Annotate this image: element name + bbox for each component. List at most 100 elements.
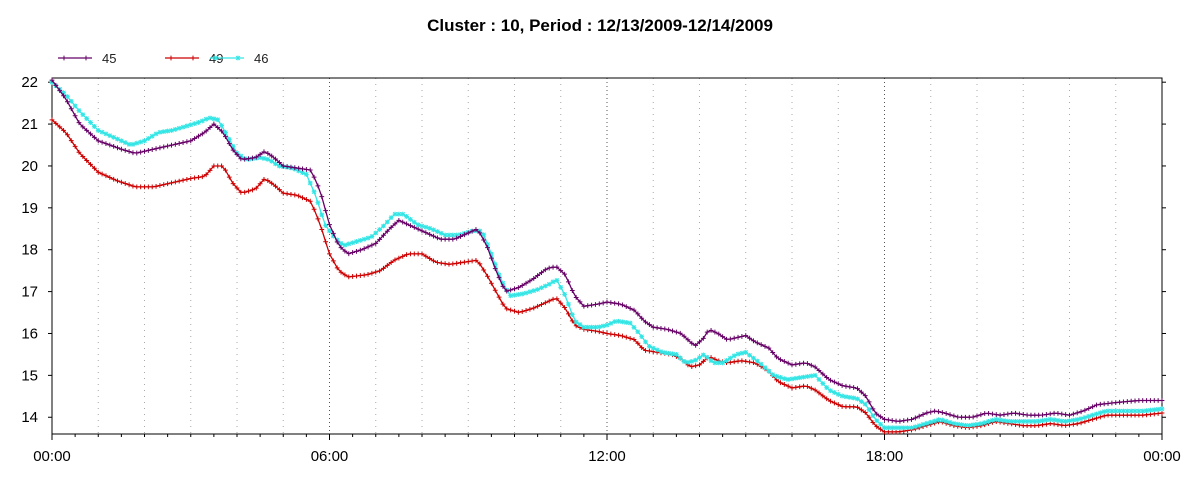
data-point-46 — [939, 417, 945, 423]
data-point-45 — [408, 223, 413, 229]
data-point-45 — [72, 113, 78, 119]
data-point-46 — [1132, 408, 1138, 414]
data-point-46 — [107, 133, 113, 138]
data-point-45 — [646, 322, 652, 327]
data-point-46 — [1001, 418, 1007, 424]
data-point-46 — [662, 350, 668, 356]
data-point-46 — [635, 329, 641, 335]
data-point-46 — [84, 116, 90, 121]
data-point-45 — [118, 146, 124, 152]
data-point-46 — [61, 90, 66, 96]
data-point-46 — [774, 373, 779, 379]
data-point-49 — [284, 191, 290, 197]
data-point-45 — [835, 381, 841, 387]
data-point-46 — [219, 123, 224, 128]
legend: 45 49 46 — [58, 51, 268, 66]
data-point-45 — [577, 299, 583, 305]
data-point-49 — [327, 251, 332, 257]
y-tick-label: 21 — [21, 116, 38, 133]
data-point-46 — [500, 280, 506, 286]
data-point-46 — [608, 320, 614, 326]
data-point-45 — [812, 364, 818, 370]
data-point-46 — [327, 228, 332, 234]
legend-label: 46 — [254, 51, 268, 66]
data-point-45 — [330, 230, 336, 236]
data-point-45 — [411, 224, 417, 230]
data-point-46 — [303, 171, 309, 177]
data-point-45 — [766, 345, 772, 351]
data-point-46 — [843, 394, 849, 400]
data-point-49 — [820, 393, 826, 399]
data-point-45 — [916, 413, 922, 419]
data-point-49 — [419, 251, 425, 257]
data-point-46 — [924, 420, 930, 426]
data-point-46 — [485, 241, 490, 247]
data-point-49 — [604, 331, 610, 336]
data-point-45 — [303, 167, 309, 172]
data-point-46 — [1059, 418, 1065, 424]
data-point-49 — [72, 144, 78, 149]
data-point-49 — [273, 183, 278, 189]
data-point-46 — [188, 122, 194, 128]
data-point-49 — [188, 176, 194, 181]
data-point-49 — [172, 179, 178, 185]
data-point-46 — [681, 359, 687, 364]
data-point-49 — [276, 187, 282, 193]
grid — [97, 78, 1117, 434]
data-point-49 — [65, 132, 70, 138]
data-point-46 — [435, 229, 440, 234]
data-point-49 — [1086, 418, 1092, 423]
data-point-45 — [535, 273, 541, 278]
data-point-49 — [169, 180, 174, 186]
data-point-49 — [369, 270, 375, 276]
data-point-45 — [91, 134, 97, 140]
data-point-46 — [554, 278, 560, 283]
data-point-46 — [897, 425, 903, 431]
data-point-49 — [631, 337, 637, 342]
data-point-49 — [438, 260, 444, 266]
data-point-45 — [951, 413, 957, 419]
data-point-49 — [727, 359, 733, 365]
data-point-49 — [381, 265, 386, 271]
data-point-46 — [951, 421, 957, 426]
data-point-46 — [689, 359, 695, 364]
data-point-49 — [257, 181, 263, 187]
data-point-49 — [234, 185, 240, 191]
data-point-46 — [492, 261, 498, 267]
data-point-46 — [847, 394, 853, 400]
data-point-46 — [862, 401, 868, 407]
data-point-45 — [847, 384, 853, 390]
data-point-46 — [523, 290, 529, 296]
y-tick-label: 18 — [21, 242, 38, 259]
data-point-49 — [862, 410, 868, 415]
data-point-45 — [758, 342, 764, 348]
data-point-46 — [1151, 407, 1157, 413]
data-point-46 — [76, 108, 82, 113]
data-point-49 — [1090, 416, 1096, 422]
data-point-49 — [261, 176, 267, 182]
data-point-46 — [377, 227, 383, 232]
data-point-46 — [269, 158, 275, 164]
data-point-45 — [423, 230, 429, 236]
data-point-46 — [658, 349, 664, 355]
data-point-46 — [404, 214, 409, 219]
data-point-45 — [712, 329, 718, 335]
data-point-46 — [1009, 419, 1015, 424]
data-point-46 — [323, 223, 329, 229]
data-point-45 — [504, 288, 510, 294]
data-point-49 — [523, 308, 529, 313]
data-point-45 — [774, 354, 779, 360]
data-point-45 — [242, 156, 248, 162]
data-point-45 — [369, 242, 375, 248]
data-point-49 — [527, 306, 533, 312]
data-point-45 — [924, 410, 930, 416]
data-point-49 — [858, 407, 864, 413]
data-point-45 — [461, 232, 467, 238]
data-point-45 — [115, 145, 120, 151]
data-point-49 — [1055, 422, 1061, 427]
data-point-49 — [835, 402, 841, 408]
data-point-49 — [461, 259, 467, 265]
y-tick-label: 14 — [21, 409, 38, 426]
data-point-46 — [415, 222, 421, 228]
data-point-45 — [80, 124, 86, 130]
